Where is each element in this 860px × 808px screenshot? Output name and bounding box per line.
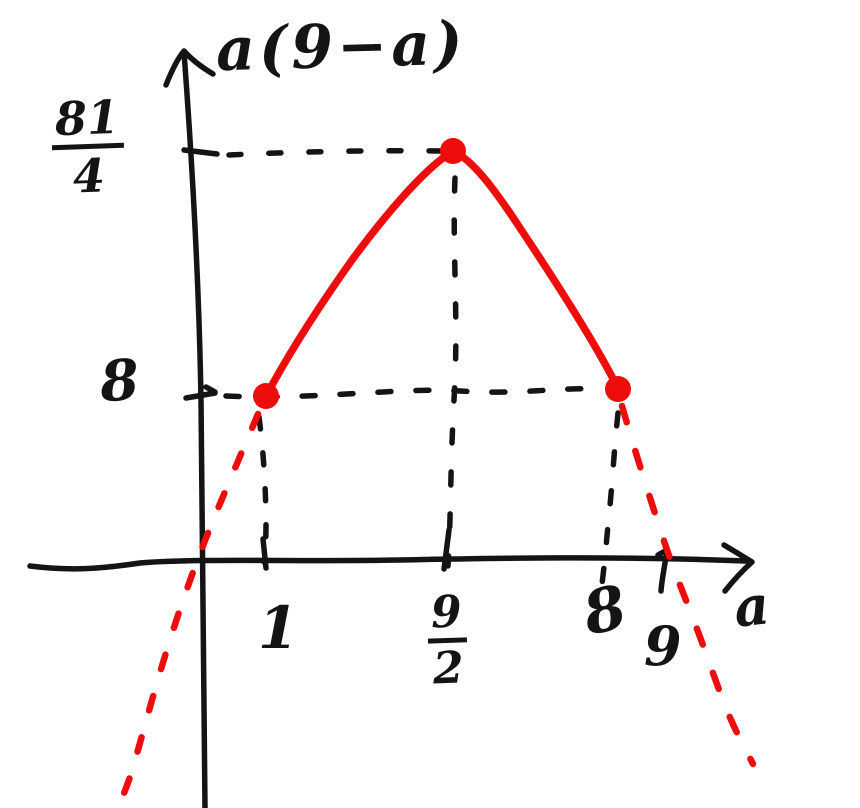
data-point-peak: [440, 138, 466, 164]
x-tick-label-9-2: 9 2: [426, 586, 468, 695]
guide-dashed-vertical-center: [445, 175, 459, 569]
x-tick-label-1: 1: [258, 594, 299, 662]
data-point-left: [253, 383, 279, 409]
y-tick-label-81-4: 81 4: [50, 90, 126, 204]
x-tick-9-2: [441, 527, 452, 572]
curve-solid-arc: [262, 147, 622, 400]
y-tick-8: [183, 384, 218, 401]
x-tick-label-9: 9: [644, 614, 682, 678]
x-axis: [27, 555, 749, 572]
fraction-denominator: 2: [432, 642, 465, 695]
y-axis: [181, 49, 208, 808]
fraction-denominator: 4: [72, 148, 106, 204]
function-label: a(9−a): [215, 8, 468, 86]
curve-dashed-right-branch: [618, 402, 757, 768]
y-tick-81-4: [181, 147, 220, 157]
fraction-numerator: 81: [50, 90, 125, 151]
curve-dashed-left-branch: [114, 410, 262, 808]
guide-dashed-top-horizontal: [226, 147, 444, 158]
guide-dashed-mid-horizontal: [223, 385, 602, 400]
fraction-numerator: 9: [426, 586, 467, 644]
data-point-right: [605, 376, 631, 402]
y-axis-arrowhead-icon: [163, 48, 216, 88]
y-tick-label-8: 8: [97, 346, 142, 416]
x-axis-arrowhead-icon: [721, 542, 755, 594]
x-axis-variable-label: a: [730, 572, 773, 640]
